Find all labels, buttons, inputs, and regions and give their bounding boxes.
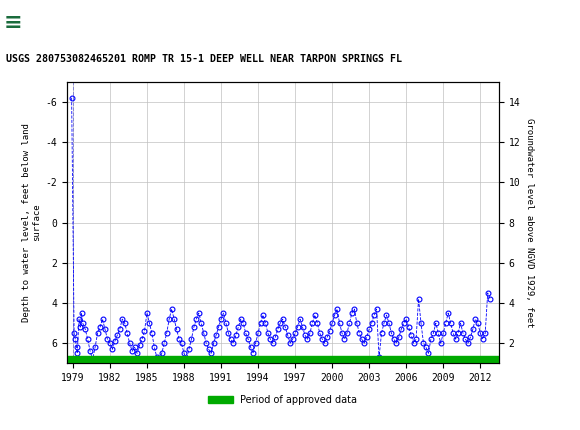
Y-axis label: Depth to water level, feet below land
surface: Depth to water level, feet below land su… [21,123,41,322]
Text: USGS: USGS [20,14,75,31]
Text: ≡: ≡ [4,12,23,33]
Legend: Period of approved data: Period of approved data [204,391,361,409]
Text: USGS 280753082465201 ROMP TR 15-1 DEEP WELL NEAR TARPON SPRINGS FL: USGS 280753082465201 ROMP TR 15-1 DEEP W… [6,54,402,64]
Bar [3,4,55,41]
Y-axis label: Groundwater level above NGVD 1929, feet: Groundwater level above NGVD 1929, feet [525,118,534,327]
Bar [67,356,499,373]
